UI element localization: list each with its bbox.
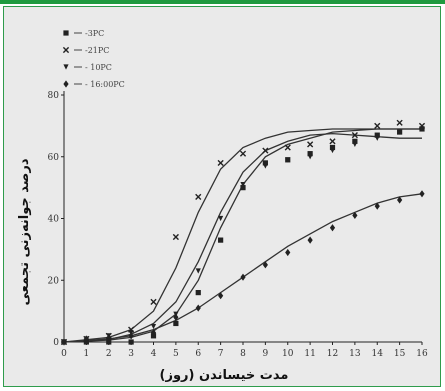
legend-marker-2: [62, 46, 70, 54]
data-point-s2: [262, 147, 269, 154]
data-point-s1: [307, 151, 313, 157]
data-point-s4: [352, 211, 358, 220]
x-tick-label: 12: [327, 349, 338, 359]
data-point-s4: [397, 196, 403, 204]
data-point-s1: [329, 144, 336, 151]
y-axis-label: درصد جوانه‌زنی تجمعی: [17, 158, 32, 305]
x-tick-label: 4: [151, 349, 157, 359]
x-tick-label: 9: [263, 349, 269, 359]
legend-label-2: -21PC: [85, 46, 109, 55]
data-point-s1: [218, 237, 224, 243]
x-tick-label: 2: [106, 349, 112, 359]
data-point-s3: [352, 141, 358, 147]
data-point-s3: [374, 135, 380, 141]
data-point-s3: [240, 181, 246, 188]
data-point-s4: [419, 190, 425, 198]
x-tick-label: 11: [304, 349, 315, 359]
x-tick-label: 14: [372, 349, 384, 359]
data-point-s1: [374, 132, 380, 138]
data-point-s1: [240, 185, 246, 191]
fit-curve-1: [63, 128, 422, 343]
data-point-s3: [150, 323, 157, 330]
fit-curve-2: [63, 128, 422, 343]
data-point-s3: [329, 147, 336, 154]
y-tick-label: 60: [48, 153, 60, 163]
data-point-s4: [218, 292, 224, 300]
fitted-curves: [63, 128, 423, 343]
fit-curve-3: [63, 132, 422, 343]
data-point-s4: [285, 248, 291, 257]
legend-label-4: - 16:00PC: [85, 80, 125, 89]
data-point-s2: [284, 144, 291, 151]
y-tick-label: 0: [53, 338, 59, 348]
data-point-s4: [262, 261, 268, 269]
data-point-s2: [217, 159, 224, 167]
x-axis-ticks: 0 1 2 3 4 5 6 7 8 9 10 11 12 13 14 15 16: [61, 342, 428, 359]
data-point-s4: [173, 313, 179, 321]
y-axis-ticks: 0 20 40 60 80: [48, 91, 64, 348]
data-point-s2: [396, 119, 403, 126]
data-point-s3: [218, 215, 224, 222]
x-tick-label: 15: [394, 349, 406, 359]
x-tick-label: 13: [349, 349, 361, 359]
data-point-s1: [352, 138, 358, 144]
data-point-s4: [150, 329, 157, 337]
x-tick-label: 10: [282, 349, 294, 359]
chart-panel: 0 1 2 3 4 5 6 7 8 9 10 11 12 13 14 15 16 0 20 40 60 80 -3PC -…: [3, 6, 441, 387]
x-tick-label: 0: [61, 349, 67, 359]
data-point-s1: [173, 320, 179, 327]
data-point-s4: [307, 236, 313, 244]
y-tick-label: 40: [48, 215, 60, 225]
data-point-s4: [106, 335, 112, 343]
x-tick-label: 7: [218, 349, 224, 359]
data-point-s3: [262, 163, 268, 169]
data-point-s2: [351, 132, 358, 139]
data-point-s2: [195, 193, 202, 200]
data-points: [60, 119, 426, 346]
data-point-s3: [419, 126, 425, 132]
x-tick-label: 1: [84, 349, 90, 359]
x-tick-label: 8: [240, 349, 246, 359]
legend-label-3: - 10PC: [85, 63, 112, 72]
x-axis-label: مدت خیساندن (روز): [160, 368, 289, 383]
data-point-s3: [397, 129, 403, 135]
data-point-s2: [150, 298, 157, 305]
data-point-s4: [240, 273, 246, 281]
data-point-s1: [195, 290, 201, 296]
legend-label-1: -3PC: [85, 29, 104, 38]
data-point-s4: [83, 335, 89, 343]
data-point-s3: [285, 157, 291, 163]
data-point-s4: [329, 224, 336, 232]
data-point-s4: [195, 304, 201, 312]
fit-curve-4: [63, 193, 423, 343]
data-point-s3: [195, 268, 201, 274]
data-point-s2: [307, 141, 314, 148]
legend-marker-3: [63, 64, 69, 70]
x-tick-label: 6: [195, 349, 201, 359]
data-point-s2: [374, 122, 381, 129]
data-point-s2: [239, 150, 247, 157]
x-tick-label: 16: [416, 349, 428, 359]
data-point-s2: [329, 138, 336, 145]
y-tick-label: 80: [48, 91, 60, 101]
data-point-s4: [128, 332, 134, 340]
legend-marker-4: [63, 80, 69, 88]
data-point-s4: [374, 202, 380, 210]
data-point-s3: [307, 154, 313, 160]
y-tick-label: 20: [48, 276, 60, 286]
x-tick-label: 5: [173, 349, 179, 359]
legend: -3PC -21PC - 10PC - 16:00PC: [62, 29, 125, 89]
legend-marker-1: [63, 30, 69, 36]
data-point-s2: [172, 233, 179, 241]
data-point-s1: [262, 160, 268, 166]
x-tick-label: 3: [128, 349, 134, 359]
top-accent-bar: [0, 0, 445, 4]
